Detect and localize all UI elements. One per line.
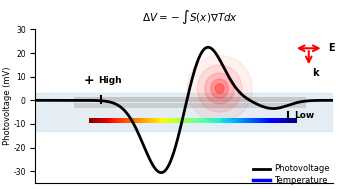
- Text: Low: Low: [294, 111, 314, 120]
- Legend: Photovoltage, Temperature: Photovoltage, Temperature: [252, 163, 331, 187]
- Bar: [35, 93, 333, 131]
- Text: High: High: [98, 76, 121, 85]
- Ellipse shape: [211, 79, 228, 98]
- Text: k: k: [312, 68, 318, 78]
- Y-axis label: Photovoltage (mV): Photovoltage (mV): [3, 67, 12, 146]
- Ellipse shape: [205, 73, 235, 104]
- Ellipse shape: [187, 55, 252, 122]
- Ellipse shape: [215, 84, 224, 93]
- Ellipse shape: [197, 65, 242, 112]
- Text: +: +: [83, 74, 94, 87]
- Text: E: E: [328, 43, 335, 53]
- Text: $\Delta V = -\int S(x)\nabla T dx$: $\Delta V = -\int S(x)\nabla T dx$: [142, 8, 238, 26]
